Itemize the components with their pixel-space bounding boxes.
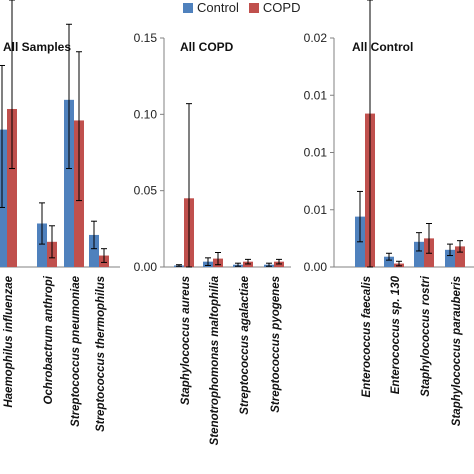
legend-swatch-copd <box>248 2 259 13</box>
panel-3-y-tick-label: 0.01 <box>304 146 328 160</box>
panel-1-bar-control <box>37 223 47 267</box>
panel-3-y-tick-label: 0.02 <box>304 31 328 45</box>
legend-label-copd: COPD <box>262 0 301 15</box>
panel-2-category-label: Streptococcus pyogenes <box>270 276 282 413</box>
panel-3-bar-control <box>414 241 424 267</box>
panel-2-y-tick-label: 0.05 <box>134 184 158 198</box>
panel-1-bar-control <box>0 129 7 267</box>
panel-1-bar-copd <box>7 108 17 268</box>
panel-3-y-tick-label: 0.01 <box>304 88 328 102</box>
panel-3-bar-control <box>384 256 394 267</box>
panel-3-category-label: Enterococcus faecalis <box>361 276 373 397</box>
panel-2-category-label: Stenotrophomonas maltophilia <box>209 275 221 445</box>
panel-1-category-label: Ochrobactrum anthropi <box>43 275 55 404</box>
panel-1-bar-control <box>89 234 99 267</box>
chart-legend: Control COPD <box>183 0 310 15</box>
panel-3-title: All Control <box>352 40 413 54</box>
panel-3-bar-copd <box>455 246 465 267</box>
panel-1-category-label: Streptococcus pneumoniae <box>70 275 82 426</box>
panel-2-y-tick-label: 0.00 <box>134 260 158 274</box>
panel-3-category-label: Staphylococcus parauberis <box>451 276 463 426</box>
legend-swatch-control <box>183 2 193 13</box>
legend-label-control: Control <box>197 0 239 15</box>
panel-2-y-tick-label: 0.10 <box>134 107 158 121</box>
panel-3-y-tick-label: 0.00 <box>304 260 328 274</box>
panel-2-category-label: Staphylococcus aureus <box>180 276 192 405</box>
legend-item-control: Control <box>183 0 239 15</box>
panel-1-category-label: Haemophilus influenzae <box>3 275 15 407</box>
panel-3-bar-control <box>445 249 455 267</box>
legend-item-copd: COPD <box>248 0 301 15</box>
panel-2-category-label: Streptococcus agalactiae <box>239 275 251 414</box>
panel-3-category-label: Enterococcus sp. 130 <box>390 275 402 394</box>
panel-1-title: All Samples <box>3 40 71 54</box>
panel-1-bar-control <box>64 99 74 267</box>
panel-3-y-tick-label: 0.01 <box>304 203 328 217</box>
panel-2-y-tick-label: 0.15 <box>134 31 158 45</box>
panel-2-title: All COPD <box>180 40 234 54</box>
panel-3-category-label: Staphylococcus rostri <box>420 275 432 397</box>
panel-1-category-label: Streptococcus thermophilus <box>95 276 107 432</box>
